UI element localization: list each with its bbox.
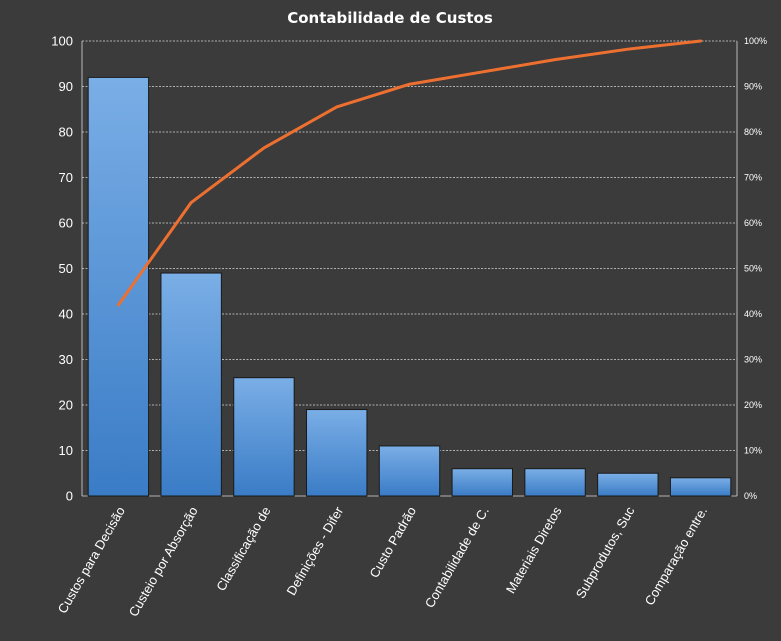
y-axis-left: 0 10 20 30 40 50 60 70 80 90 100 [51, 34, 73, 504]
x-tick-label: Materiais Diretos [503, 504, 565, 596]
y2-tick-label: 70% [744, 173, 762, 183]
y-tick-label: 0 [66, 489, 73, 504]
bar [306, 409, 368, 497]
y-tick-label: 20 [59, 398, 73, 413]
y2-tick-label: 50% [744, 264, 762, 274]
y2-tick-label: 60% [744, 218, 762, 228]
y-axis-right: 0% 10% 20% 30% 40% 50% 60% 70% 80% 90% 100% [744, 36, 767, 501]
y-tick-label: 100 [51, 34, 73, 49]
y-tick-label: 80 [59, 125, 73, 140]
y2-tick-label: 30% [744, 355, 762, 365]
bar [233, 377, 295, 497]
bar [597, 472, 659, 497]
y-tick-label: 70 [59, 170, 73, 185]
x-tick-label: Subprodutos, Suc [573, 504, 638, 601]
y-tick-label: 90 [59, 79, 73, 94]
x-tick-label: Classificação de [213, 504, 273, 593]
x-tick-label: Definições - Difer [283, 503, 346, 597]
x-tick-label: Contabilidade de C. [422, 504, 492, 610]
y-tick-label: 10 [59, 443, 73, 458]
y2-tick-label: 10% [744, 446, 762, 456]
bar [524, 468, 586, 497]
bars [87, 76, 732, 497]
bar [451, 468, 513, 497]
y-tick-label: 30 [59, 352, 73, 367]
x-tick-label: Custeio por Absorção [126, 504, 201, 619]
chart-title: Contabilidade de Custos [287, 9, 493, 27]
y2-tick-label: 40% [744, 309, 762, 319]
bar [669, 477, 732, 497]
x-tick-label: Custo Padrão [366, 504, 419, 580]
bar [87, 76, 150, 497]
y2-tick-label: 100% [744, 36, 767, 46]
y2-tick-label: 20% [744, 400, 762, 410]
x-tick-label: Custos para Decisão [55, 504, 128, 616]
bar [378, 445, 441, 497]
y2-tick-label: 80% [744, 127, 762, 137]
y-tick-label: 60 [59, 216, 73, 231]
cumulative-line-group [116, 39, 703, 307]
y2-tick-label: 90% [744, 82, 762, 92]
y2-tick-label: 0% [744, 491, 757, 501]
bar [160, 272, 222, 497]
cumulative-line [116, 39, 703, 307]
y-tick-label: 40 [59, 307, 73, 322]
x-tick-label: Comparação entre. [642, 504, 711, 608]
y-tick-label: 50 [59, 261, 73, 276]
